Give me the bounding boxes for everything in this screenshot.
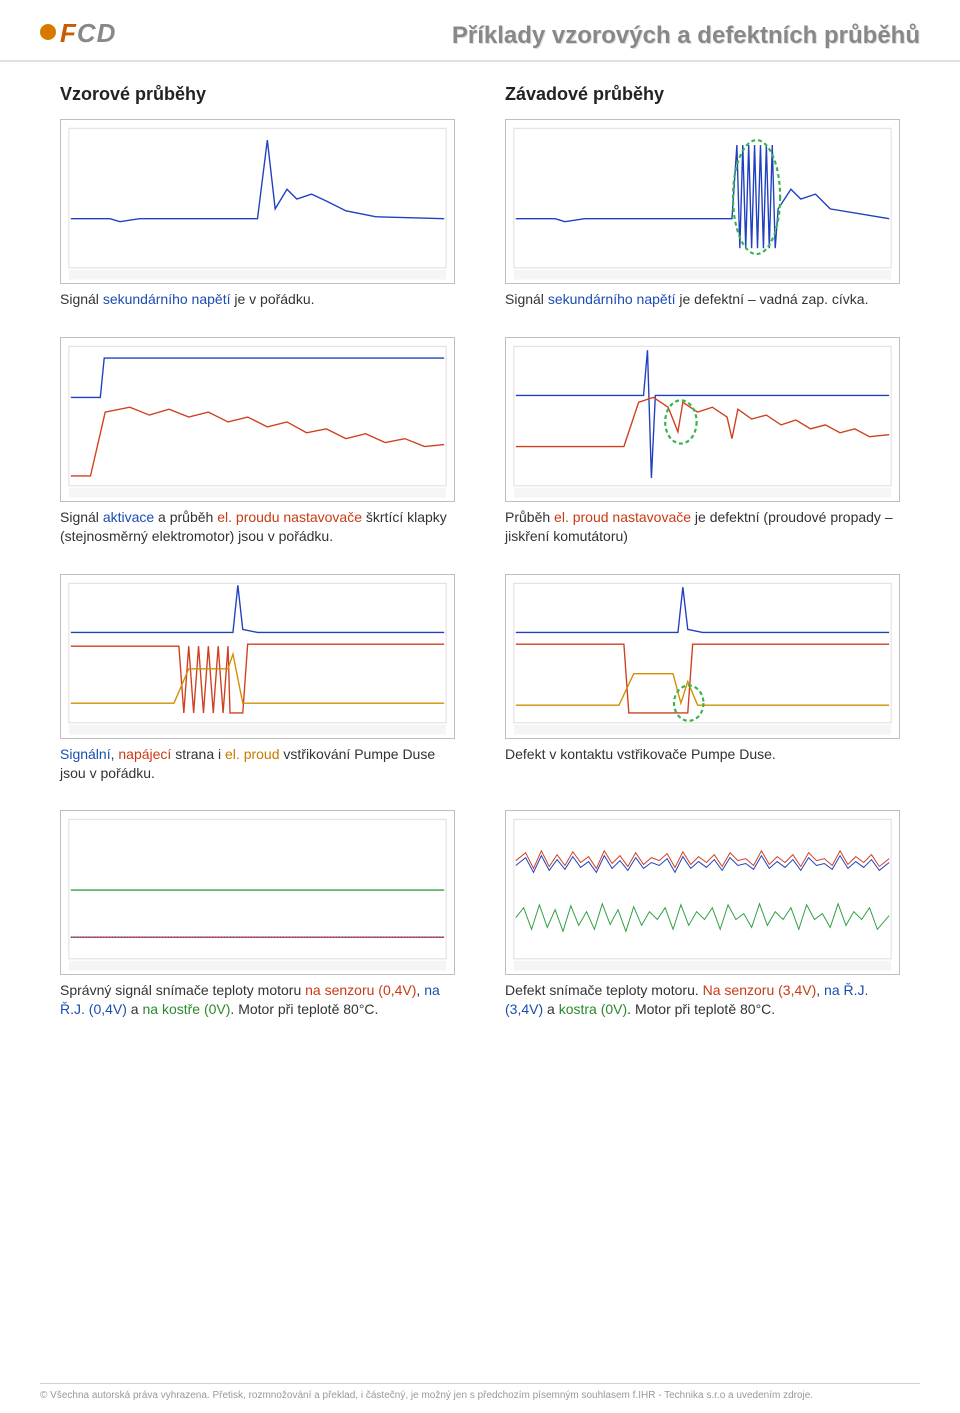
chart-1-left bbox=[60, 119, 455, 284]
chart-3-left bbox=[60, 574, 455, 739]
content-area: Vzorové průběhy Závadové průběhy Signál … bbox=[0, 62, 960, 1019]
chart-2-right bbox=[505, 337, 900, 502]
chart-row-3: Signální, napájecí strana i el. proud vs… bbox=[60, 574, 900, 783]
cell-2-right: Průběh el. proud nastavovače je defektní… bbox=[505, 337, 900, 546]
copyright-text: © Všechna autorská práva vyhrazena. Přet… bbox=[40, 1390, 813, 1401]
caption-2-right: Průběh el. proud nastavovače je defektní… bbox=[505, 508, 900, 546]
cell-1-right: Signál sekundárního napětí je defektní –… bbox=[505, 119, 900, 309]
logo-letter-c: C bbox=[77, 18, 97, 49]
cell-3-left: Signální, napájecí strana i el. proud vs… bbox=[60, 574, 455, 783]
logo-dot-icon bbox=[40, 24, 56, 40]
right-column-heading: Závadové průběhy bbox=[505, 84, 900, 105]
cell-1-left: Signál sekundárního napětí je v pořádku. bbox=[60, 119, 455, 309]
caption-3-left: Signální, napájecí strana i el. proud vs… bbox=[60, 745, 455, 783]
chart-1-right bbox=[505, 119, 900, 284]
caption-4-right: Defekt snímače teploty motoru. Na senzor… bbox=[505, 981, 900, 1019]
cell-2-left: Signál aktivace a průběh el. proudu nast… bbox=[60, 337, 455, 546]
column-headings: Vzorové průběhy Závadové průběhy bbox=[60, 84, 900, 105]
caption-2-left: Signál aktivace a průběh el. proudu nast… bbox=[60, 508, 455, 546]
caption-4-left: Správný signál snímače teploty motoru na… bbox=[60, 981, 455, 1019]
chart-3-right bbox=[505, 574, 900, 739]
page-header: FCD Příklady vzorových a defektních průb… bbox=[0, 0, 960, 62]
logo-letter-d: D bbox=[97, 18, 117, 49]
page-title: Příklady vzorových a defektních průběhů bbox=[452, 22, 920, 50]
chart-row-2: Signál aktivace a průběh el. proudu nast… bbox=[60, 337, 900, 546]
cell-4-left: Správný signál snímače teploty motoru na… bbox=[60, 810, 455, 1019]
logo-letter-f: F bbox=[60, 18, 77, 49]
caption-1-left: Signál sekundárního napětí je v pořádku. bbox=[60, 290, 455, 309]
chart-4-left bbox=[60, 810, 455, 975]
caption-1-right: Signál sekundárního napětí je defektní –… bbox=[505, 290, 900, 309]
cell-4-right: Defekt snímače teploty motoru. Na senzor… bbox=[505, 810, 900, 1019]
chart-4-right bbox=[505, 810, 900, 975]
left-column-heading: Vzorové průběhy bbox=[60, 84, 455, 105]
caption-3-right: Defekt v kontaktu vstřikovače Pumpe Duse… bbox=[505, 745, 900, 764]
chart-2-left bbox=[60, 337, 455, 502]
logo: FCD bbox=[40, 18, 116, 49]
chart-row-1: Signál sekundárního napětí je v pořádku.… bbox=[60, 119, 900, 309]
chart-row-4: Správný signál snímače teploty motoru na… bbox=[60, 810, 900, 1019]
page-footer: © Všechna autorská práva vyhrazena. Přet… bbox=[40, 1383, 920, 1401]
cell-3-right: Defekt v kontaktu vstřikovače Pumpe Duse… bbox=[505, 574, 900, 783]
